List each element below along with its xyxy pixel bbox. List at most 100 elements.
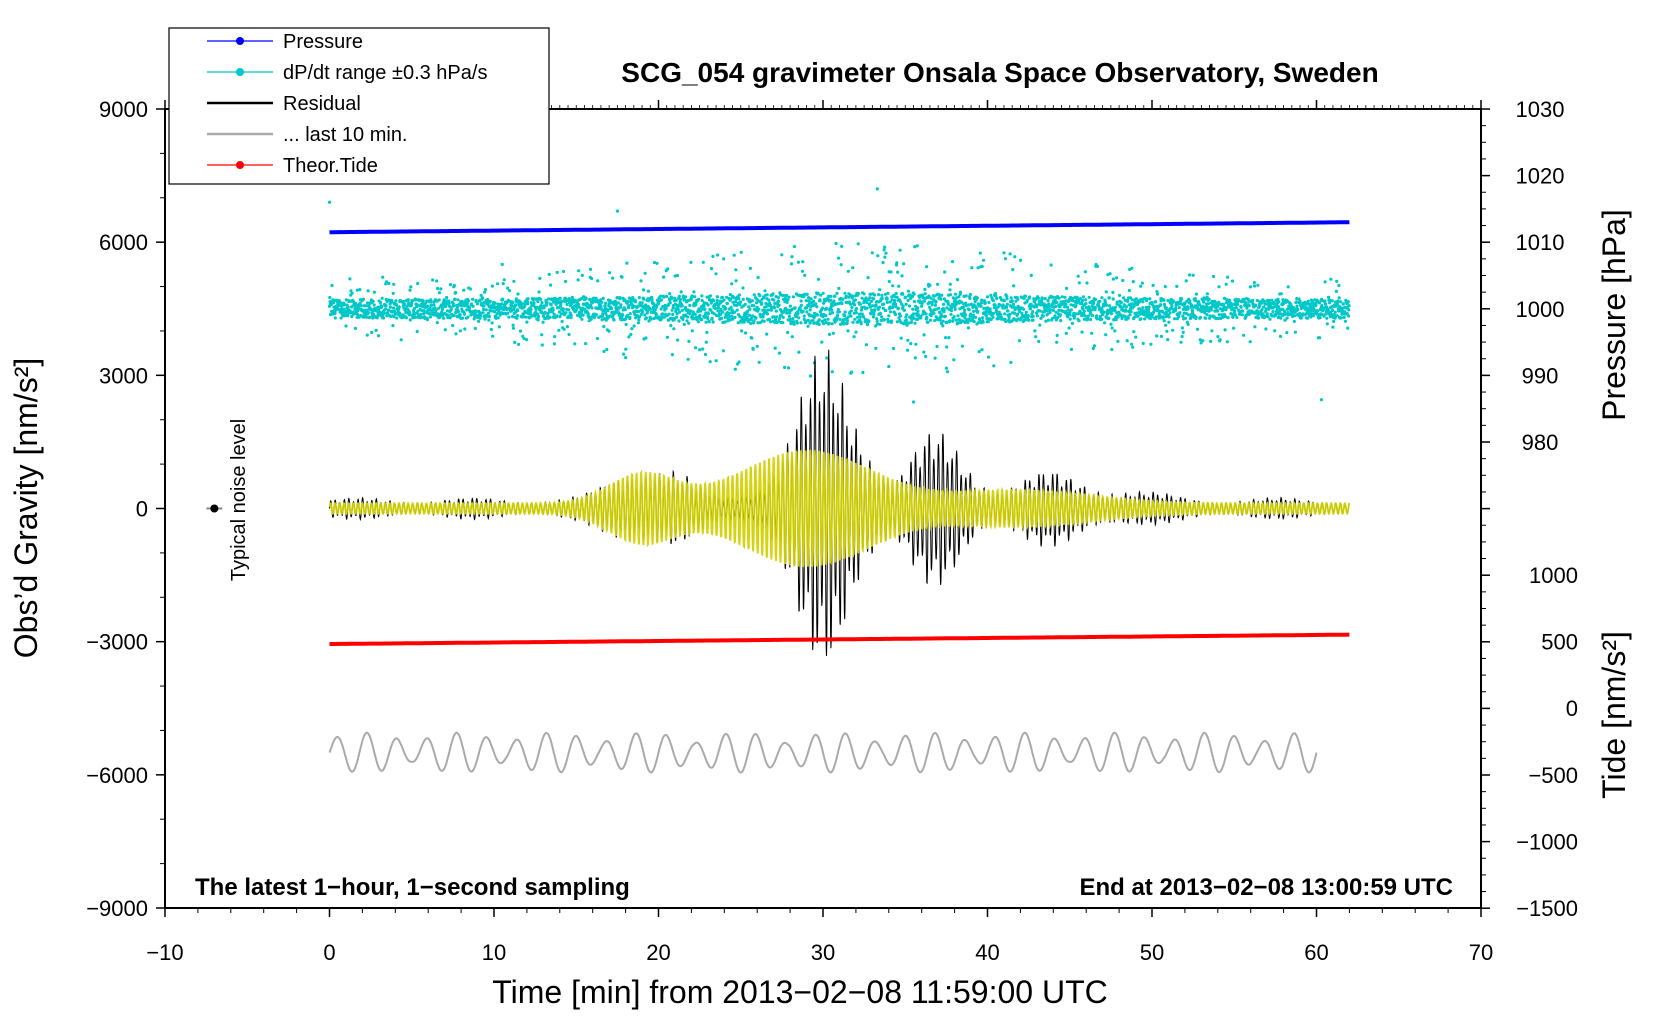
dpdt-point bbox=[782, 293, 786, 298]
dpdt-point bbox=[909, 342, 913, 346]
dpdt-point bbox=[1295, 304, 1299, 308]
dpdt-point bbox=[785, 300, 789, 304]
dpdt-point bbox=[974, 306, 979, 310]
dpdt-point bbox=[906, 338, 910, 342]
dpdt-point bbox=[479, 314, 483, 318]
dpdt-point bbox=[899, 320, 903, 324]
dpdt-point bbox=[998, 303, 1002, 307]
dpdt-point bbox=[650, 298, 654, 302]
dpdt-point bbox=[626, 300, 630, 304]
dpdt-point bbox=[789, 319, 793, 323]
dpdt-point bbox=[757, 360, 761, 364]
dpdt-point bbox=[333, 316, 337, 320]
dpdt-point bbox=[1136, 314, 1140, 318]
dpdt-point bbox=[839, 263, 843, 267]
dpdt-point bbox=[957, 295, 961, 299]
dpdt-point bbox=[607, 329, 611, 333]
dpdt-point bbox=[1126, 316, 1130, 320]
dpdt-point bbox=[741, 286, 745, 290]
dpdt-point bbox=[1199, 341, 1203, 345]
dpdt-point bbox=[1171, 299, 1176, 303]
dpdt-point bbox=[873, 308, 877, 312]
dpdt-point bbox=[428, 315, 432, 319]
dpdt-point bbox=[772, 315, 776, 319]
dpdt-point bbox=[765, 293, 769, 297]
dpdt-point bbox=[1341, 302, 1345, 306]
dpdt-point bbox=[1017, 339, 1022, 343]
dpdt-point bbox=[704, 320, 708, 324]
dpdt-point bbox=[374, 328, 378, 332]
dpdt-point bbox=[730, 314, 734, 318]
legend: Pressure dP/dt range ±0.3 hPa/s Residual..… bbox=[168, 27, 550, 185]
last-10-min-series bbox=[328, 731, 1318, 774]
dpdt-point bbox=[1126, 299, 1130, 303]
dpdt-point bbox=[960, 300, 964, 304]
dpdt-point bbox=[983, 301, 987, 305]
dpdt-point bbox=[714, 272, 718, 276]
dpdt-point bbox=[733, 315, 737, 319]
dpdt-point bbox=[1239, 305, 1243, 309]
dpdt-point bbox=[646, 289, 651, 293]
y-left-tick-label: −9000 bbox=[86, 896, 148, 921]
x-tick-label: 10 bbox=[482, 940, 506, 965]
dpdt-point bbox=[1265, 312, 1269, 316]
dpdt-point bbox=[780, 253, 784, 257]
dpdt-point bbox=[835, 313, 840, 317]
dpdt-point bbox=[1240, 313, 1244, 317]
dpdt-point bbox=[606, 316, 610, 320]
dpdt-point bbox=[670, 296, 674, 300]
dpdt-point bbox=[764, 305, 768, 309]
dpdt-point bbox=[913, 321, 917, 325]
dpdt-point bbox=[538, 307, 542, 311]
dpdt-point bbox=[339, 316, 343, 320]
dpdt-point bbox=[1254, 303, 1258, 307]
dpdt-point bbox=[561, 269, 566, 274]
dpdt-point bbox=[932, 311, 936, 315]
dpdt-point bbox=[515, 316, 519, 320]
dpdt-point bbox=[493, 310, 497, 314]
dpdt-point bbox=[756, 275, 760, 280]
tide-tick-label: −1000 bbox=[1516, 829, 1578, 854]
dpdt-point bbox=[766, 308, 770, 312]
dpdt-point bbox=[790, 335, 794, 339]
dpdt-point bbox=[944, 336, 948, 340]
dpdt-point bbox=[805, 292, 809, 296]
dpdt-point bbox=[932, 294, 936, 298]
dpdt-point bbox=[469, 302, 474, 306]
dpdt-point bbox=[1255, 298, 1259, 303]
pressure-line bbox=[329, 220, 1350, 235]
dpdt-point bbox=[486, 298, 490, 302]
dpdt-point bbox=[387, 281, 391, 286]
dpdt-point bbox=[440, 307, 445, 311]
dpdt-point bbox=[1134, 297, 1138, 301]
dpdt-point bbox=[688, 312, 692, 316]
filtered-line bbox=[328, 449, 1351, 568]
dpdt-point bbox=[1131, 280, 1135, 284]
dpdt-point bbox=[1166, 338, 1170, 342]
dpdt-point bbox=[427, 312, 431, 316]
dpdt-point bbox=[584, 297, 588, 301]
dpdt-point bbox=[874, 346, 878, 350]
dpdt-point bbox=[1068, 310, 1072, 314]
dpdt-point bbox=[671, 312, 675, 316]
dpdt-point bbox=[1181, 314, 1185, 318]
dpdt-point bbox=[1060, 295, 1064, 299]
pressure-tick-label: 1000 bbox=[1516, 297, 1565, 322]
dpdt-point bbox=[475, 302, 480, 306]
dpdt-point bbox=[924, 354, 928, 359]
dpdt-point bbox=[642, 297, 646, 301]
dpdt-point bbox=[888, 300, 892, 304]
dpdt-point bbox=[754, 316, 758, 320]
dpdt-point bbox=[419, 313, 423, 317]
dpdt-point bbox=[487, 318, 491, 322]
dpdt-point bbox=[1151, 283, 1155, 287]
dpdt-point bbox=[1311, 300, 1315, 304]
dpdt-point bbox=[975, 296, 979, 300]
dpdt-point bbox=[579, 297, 584, 301]
dpdt-point bbox=[875, 319, 879, 323]
dpdt-point bbox=[409, 285, 413, 289]
dpdt-point bbox=[1124, 309, 1128, 313]
dpdt-point bbox=[829, 294, 833, 298]
dpdt-point bbox=[489, 327, 493, 332]
dpdt-point bbox=[501, 282, 505, 286]
